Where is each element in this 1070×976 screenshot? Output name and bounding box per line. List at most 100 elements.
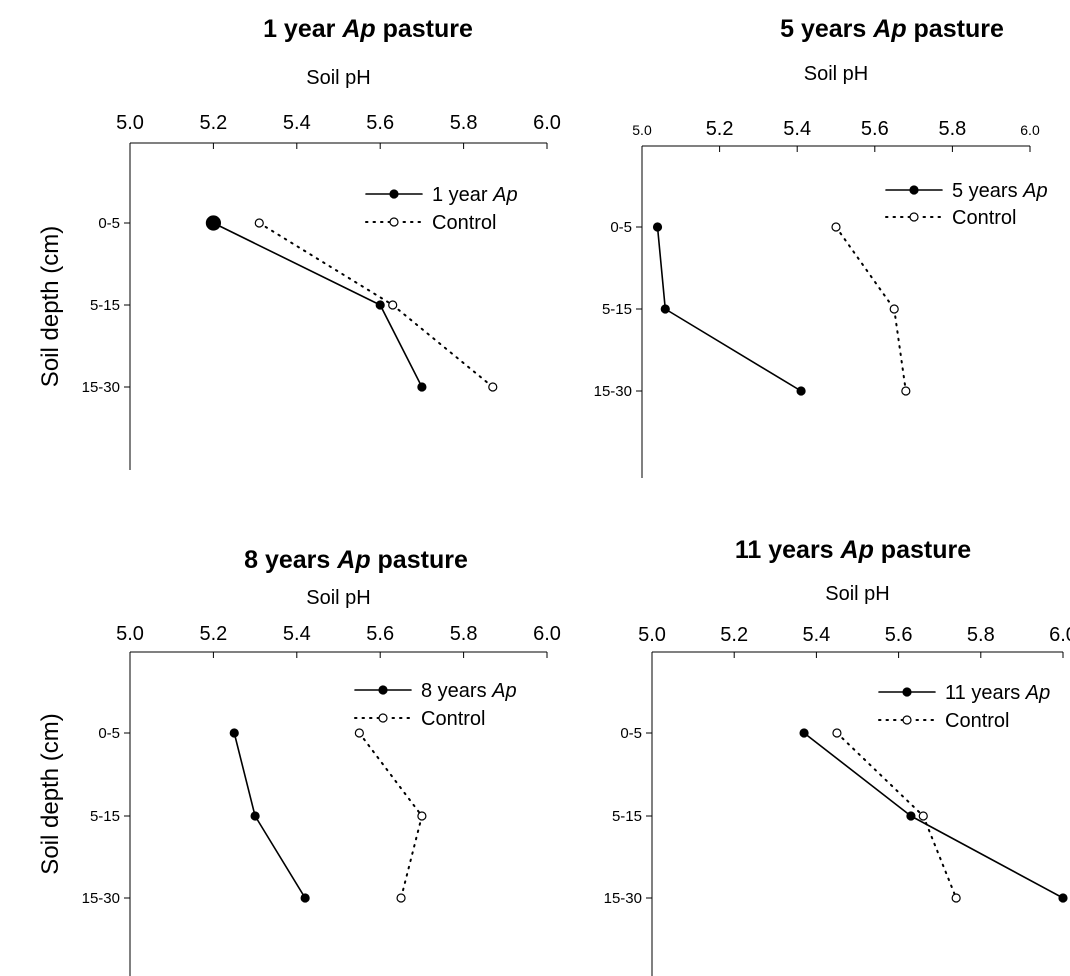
legend-label: 5 years Ap bbox=[952, 180, 1048, 202]
legend-marker bbox=[378, 685, 388, 695]
data-point bbox=[388, 300, 398, 310]
series-line-segment bbox=[910, 815, 1064, 899]
data-point bbox=[354, 728, 364, 738]
data-point bbox=[375, 300, 385, 310]
x-axis-label: Soil pH bbox=[306, 587, 370, 609]
y-tick-label: 15-30 bbox=[594, 383, 632, 400]
legend-label: 8 years Ap bbox=[421, 680, 517, 702]
data-point bbox=[254, 218, 264, 228]
chart-title-part: 8 years bbox=[244, 546, 337, 574]
legend-label: Control bbox=[945, 710, 1009, 732]
x-tick-label: 6.0 bbox=[533, 112, 561, 134]
legend-label-part: Control bbox=[432, 212, 496, 234]
chart-title-part: Ap bbox=[341, 15, 375, 43]
y-axis-label: Soil depth (cm) bbox=[37, 226, 64, 387]
series-line-segment bbox=[664, 308, 802, 392]
y-tick-label: 15-30 bbox=[604, 890, 642, 907]
data-point bbox=[889, 304, 899, 314]
x-tick-label: 5.6 bbox=[366, 623, 394, 645]
legend-label-part: Ap bbox=[1025, 682, 1050, 704]
series-line-segment bbox=[893, 308, 907, 392]
chart-title-part: pasture bbox=[907, 15, 1004, 43]
data-point bbox=[901, 386, 911, 396]
y-axis-label: Soil depth (cm) bbox=[37, 713, 64, 874]
y-tick-label: 0-5 bbox=[98, 215, 120, 232]
series-line-segment bbox=[358, 732, 423, 817]
legend-label: Control bbox=[952, 207, 1016, 229]
x-tick-label: 5.2 bbox=[199, 112, 227, 134]
series-line-segment bbox=[233, 732, 256, 817]
x-tick-label: 5.0 bbox=[116, 623, 144, 645]
data-point bbox=[660, 304, 670, 314]
y-tick-label: 0-5 bbox=[610, 219, 632, 236]
series-line-segment bbox=[391, 304, 494, 388]
legend-label-part: 5 years bbox=[952, 180, 1023, 202]
x-tick-label: 5.4 bbox=[283, 623, 311, 645]
legend-label-part: Ap bbox=[492, 184, 517, 206]
y-tick-label: 0-5 bbox=[620, 725, 642, 742]
chart-title-part: 11 years bbox=[735, 536, 841, 564]
chart-title-part: Ap bbox=[872, 15, 906, 43]
x-axis-label: Soil pH bbox=[825, 583, 889, 605]
legend-marker bbox=[909, 212, 919, 222]
chart-panel-2: 5 years Ap pasture Soil pH 5.0 5.2 5.4 5.6 5.8… bbox=[594, 15, 1048, 478]
data-point bbox=[417, 811, 427, 821]
x-tick-label: 6.0 bbox=[533, 623, 561, 645]
series-line-segment bbox=[803, 732, 912, 817]
legend-label-part: Control bbox=[952, 207, 1016, 229]
chart-title: 1 year Ap pasture bbox=[263, 15, 473, 43]
y-tick-label: 5-15 bbox=[602, 301, 632, 318]
y-tick-label: 5-15 bbox=[90, 297, 120, 314]
chart-title-part: pasture bbox=[874, 536, 971, 564]
data-point bbox=[229, 728, 239, 738]
series-line-segment bbox=[212, 222, 382, 306]
series-line-segment bbox=[656, 226, 667, 310]
series-line-segment bbox=[379, 304, 423, 388]
data-point bbox=[250, 811, 260, 821]
series-line-segment bbox=[835, 732, 925, 817]
series-line-segment bbox=[258, 222, 394, 306]
data-point bbox=[832, 728, 842, 738]
x-axis-label: Soil pH bbox=[306, 67, 370, 89]
chart-title-part: 1 year bbox=[263, 15, 342, 43]
x-axis-label: Soil pH bbox=[804, 63, 868, 85]
y-tick-label: 5-15 bbox=[612, 808, 642, 825]
chart-title-part: pasture bbox=[371, 546, 468, 574]
legend-label: 1 year Ap bbox=[432, 184, 518, 206]
legend-label: Control bbox=[432, 212, 496, 234]
legend-label-part: 1 year bbox=[432, 184, 493, 206]
x-tick-label: 5.6 bbox=[861, 118, 889, 140]
x-tick-label: 5.8 bbox=[450, 112, 478, 134]
legend-marker bbox=[389, 217, 399, 227]
x-tick-label: 5.6 bbox=[885, 624, 913, 646]
series-line-segment bbox=[400, 815, 423, 899]
data-point bbox=[396, 893, 406, 903]
y-tick-label: 15-30 bbox=[82, 890, 120, 907]
chart-panel-4: 11 years Ap pasture Soil pH 5.0 5.2 5.4 5.6 5.… bbox=[604, 536, 1070, 976]
legend-marker bbox=[909, 185, 919, 195]
legend-label: Control bbox=[421, 708, 485, 730]
x-tick-label: 5.8 bbox=[967, 624, 995, 646]
data-point bbox=[918, 811, 928, 821]
x-tick-label: 5.8 bbox=[450, 623, 478, 645]
data-point bbox=[1058, 893, 1068, 903]
legend-marker bbox=[378, 713, 388, 723]
data-point bbox=[205, 215, 221, 231]
x-tick-label: 6.0 bbox=[1049, 624, 1070, 646]
data-point bbox=[831, 222, 841, 232]
x-tick-label: 5.2 bbox=[199, 623, 227, 645]
legend-label-part: Control bbox=[945, 710, 1009, 732]
series-line-segment bbox=[922, 815, 958, 899]
data-point bbox=[652, 222, 663, 232]
x-tick-label: 5.0 bbox=[116, 112, 144, 134]
series-line-segment bbox=[254, 815, 306, 899]
legend-label: 11 years Ap bbox=[945, 682, 1050, 704]
x-tick-label: 5.0 bbox=[638, 624, 666, 646]
data-point bbox=[951, 893, 961, 903]
legend-label-part: 8 years bbox=[421, 680, 492, 702]
x-tick-label: 5.4 bbox=[283, 112, 311, 134]
chart-title-part: 5 years bbox=[780, 15, 873, 43]
x-tick-label: 5.2 bbox=[720, 624, 748, 646]
